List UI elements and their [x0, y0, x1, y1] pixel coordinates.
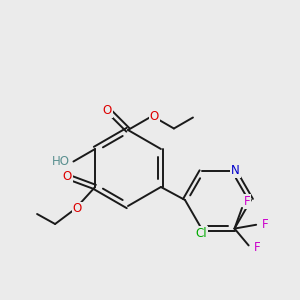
Text: F: F [244, 195, 250, 208]
Text: O: O [150, 110, 159, 122]
Text: F: F [254, 241, 261, 254]
Text: O: O [62, 170, 72, 184]
Text: O: O [103, 104, 112, 117]
Text: Cl: Cl [196, 227, 207, 240]
Text: HO: HO [51, 155, 69, 168]
Text: O: O [73, 202, 82, 215]
Text: N: N [231, 164, 240, 177]
Text: F: F [262, 218, 268, 231]
